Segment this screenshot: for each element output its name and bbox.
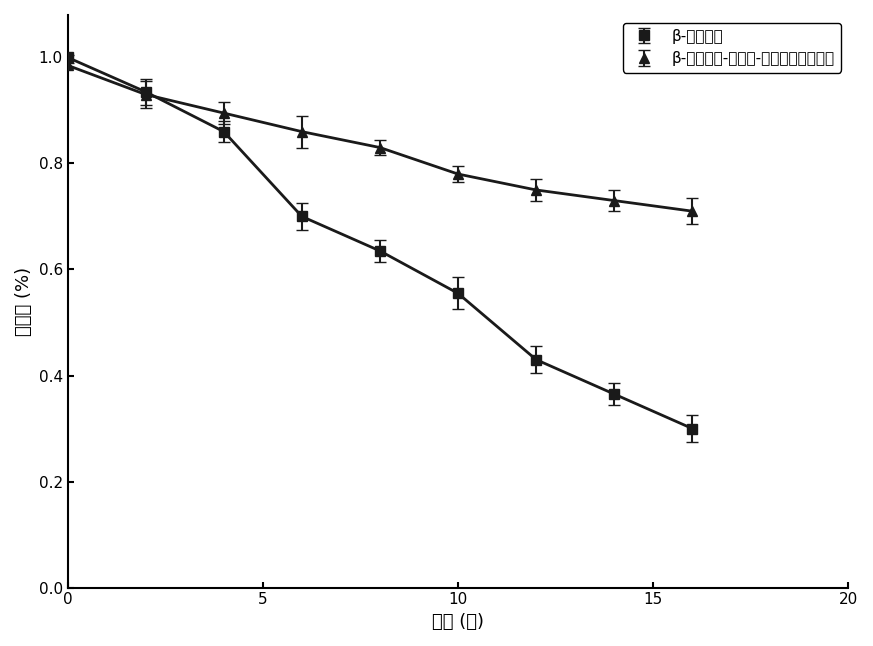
Y-axis label: 保留率 (%): 保留率 (%): [15, 267, 33, 336]
X-axis label: 时间 (天): 时间 (天): [432, 613, 484, 631]
Legend: β-乳球蛋白, β-乳球蛋白-阿魏酸-居蔗糖共价复合物: β-乳球蛋白, β-乳球蛋白-阿魏酸-居蔗糖共价复合物: [622, 23, 841, 72]
